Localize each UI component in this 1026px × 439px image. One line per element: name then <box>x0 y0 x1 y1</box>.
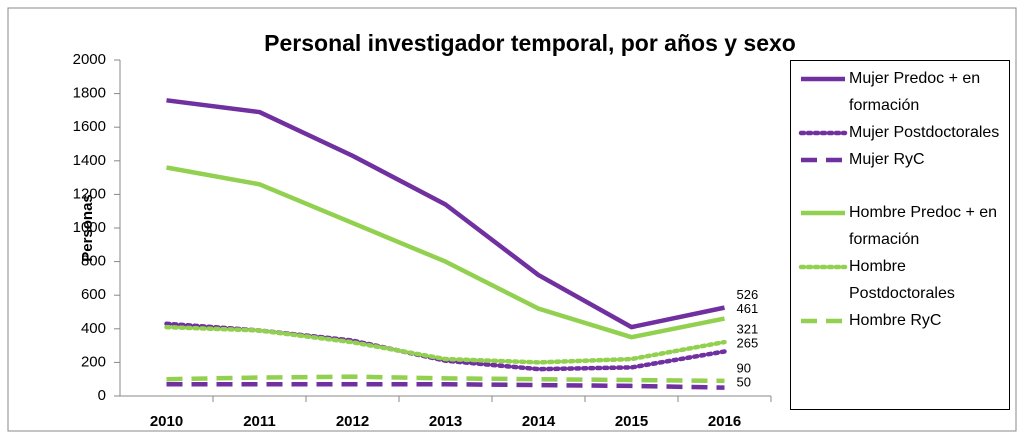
legend-entry: Mujer RyC <box>797 146 1009 173</box>
legend-swatch <box>798 130 848 136</box>
data-label: 265 <box>737 336 759 351</box>
series-line <box>166 381 725 390</box>
x-tick-label: 2014 <box>522 413 556 430</box>
legend-swatch <box>801 76 845 82</box>
legend-label: Mujer Postdoctorales <box>849 124 1000 141</box>
legend-entry: Hombre Postdoctorales <box>797 253 1009 307</box>
series-line <box>166 374 725 384</box>
legend-swatch <box>801 157 845 163</box>
legend-swatch <box>798 264 848 270</box>
x-tick-label: 2016 <box>708 413 741 430</box>
legend: Mujer Predoc + en formación Mujer Postdoc… <box>790 60 1010 410</box>
chart-title: Personal investigador temporal, por años… <box>264 30 796 56</box>
x-tick-label: 2011 <box>243 413 276 430</box>
y-tick-label: 200 <box>81 353 106 370</box>
y-tick-label: 1800 <box>73 85 106 102</box>
data-label: 461 <box>737 301 759 316</box>
y-tick-label: 600 <box>81 286 106 303</box>
y-tick-label: 2000 <box>73 51 106 68</box>
x-tick-label: 2015 <box>615 413 648 430</box>
y-axis-label: Personas <box>79 194 96 262</box>
series-line <box>164 324 727 365</box>
data-label: 50 <box>737 374 751 389</box>
y-tick-label: 0 <box>98 387 106 404</box>
legend-label: Hombre Predoc + en formación <box>849 204 998 248</box>
y-tick-label: 800 <box>81 253 106 270</box>
legend-entry: Hombre RyC <box>797 307 1009 334</box>
series-line <box>166 165 725 340</box>
y-tick-label: 1400 <box>73 152 106 169</box>
legend-label: Mujer Predoc + en formación <box>849 70 981 114</box>
x-tick-label: 2012 <box>336 413 369 430</box>
y-tick-label: 1000 <box>73 219 106 236</box>
legend-entry: Mujer Postdoctorales <box>797 119 1009 146</box>
y-tick-label: 1200 <box>73 185 106 202</box>
x-tick-label: 2013 <box>429 413 462 430</box>
data-label: 526 <box>737 287 759 302</box>
chart-border <box>7 7 1017 432</box>
y-tick-label: 1600 <box>73 118 106 135</box>
legend-label: Mujer RyC <box>849 151 925 168</box>
x-tick-label: 2010 <box>150 413 183 430</box>
data-label: 90 <box>737 360 751 375</box>
legend-label: Hombre RyC <box>849 312 942 329</box>
series-line <box>166 98 725 330</box>
legend-entry: Hombre Predoc + en formación <box>797 199 1009 253</box>
y-tick-label: 400 <box>81 320 106 337</box>
legend-swatch <box>801 318 845 324</box>
data-label: 321 <box>737 322 759 337</box>
legend-label: Hombre Postdoctorales <box>849 258 955 302</box>
legend-swatch <box>801 210 845 216</box>
legend-entry: Mujer Predoc + en formación <box>797 65 1009 119</box>
